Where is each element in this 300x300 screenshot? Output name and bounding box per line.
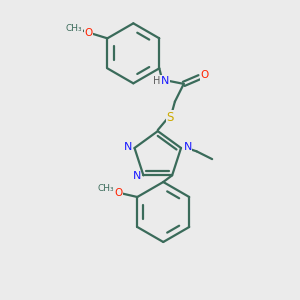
Text: H: H	[153, 76, 161, 85]
Text: O: O	[201, 70, 209, 80]
Text: CH₃: CH₃	[98, 184, 115, 193]
Text: O: O	[114, 188, 122, 198]
Text: S: S	[167, 111, 174, 124]
Text: CH₃: CH₃	[66, 24, 82, 33]
Text: O: O	[84, 28, 93, 38]
Text: N: N	[124, 142, 132, 152]
Text: N: N	[184, 142, 192, 152]
Text: N: N	[133, 171, 141, 182]
Text: N: N	[161, 76, 169, 85]
